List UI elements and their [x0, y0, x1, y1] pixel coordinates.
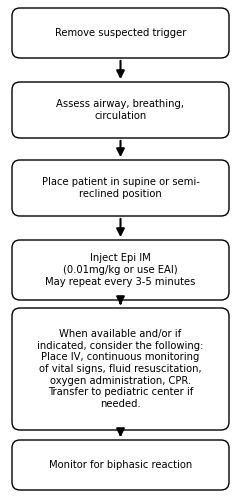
- FancyBboxPatch shape: [12, 240, 229, 300]
- FancyBboxPatch shape: [12, 82, 229, 138]
- Text: Inject Epi IM
(0.01mg/kg or use EAI)
May repeat every 3-5 minutes: Inject Epi IM (0.01mg/kg or use EAI) May…: [45, 254, 196, 286]
- Text: When available and/or if
indicated, consider the following:
Place IV, continuous: When available and/or if indicated, cons…: [37, 329, 204, 409]
- FancyBboxPatch shape: [12, 160, 229, 216]
- FancyBboxPatch shape: [12, 440, 229, 490]
- Text: Monitor for biphasic reaction: Monitor for biphasic reaction: [49, 460, 192, 470]
- Text: Place patient in supine or semi-
reclined position: Place patient in supine or semi- recline…: [41, 177, 200, 199]
- Text: Assess airway, breathing,
circulation: Assess airway, breathing, circulation: [56, 99, 185, 121]
- FancyBboxPatch shape: [12, 8, 229, 58]
- Text: Remove suspected trigger: Remove suspected trigger: [55, 28, 186, 38]
- FancyBboxPatch shape: [12, 308, 229, 430]
